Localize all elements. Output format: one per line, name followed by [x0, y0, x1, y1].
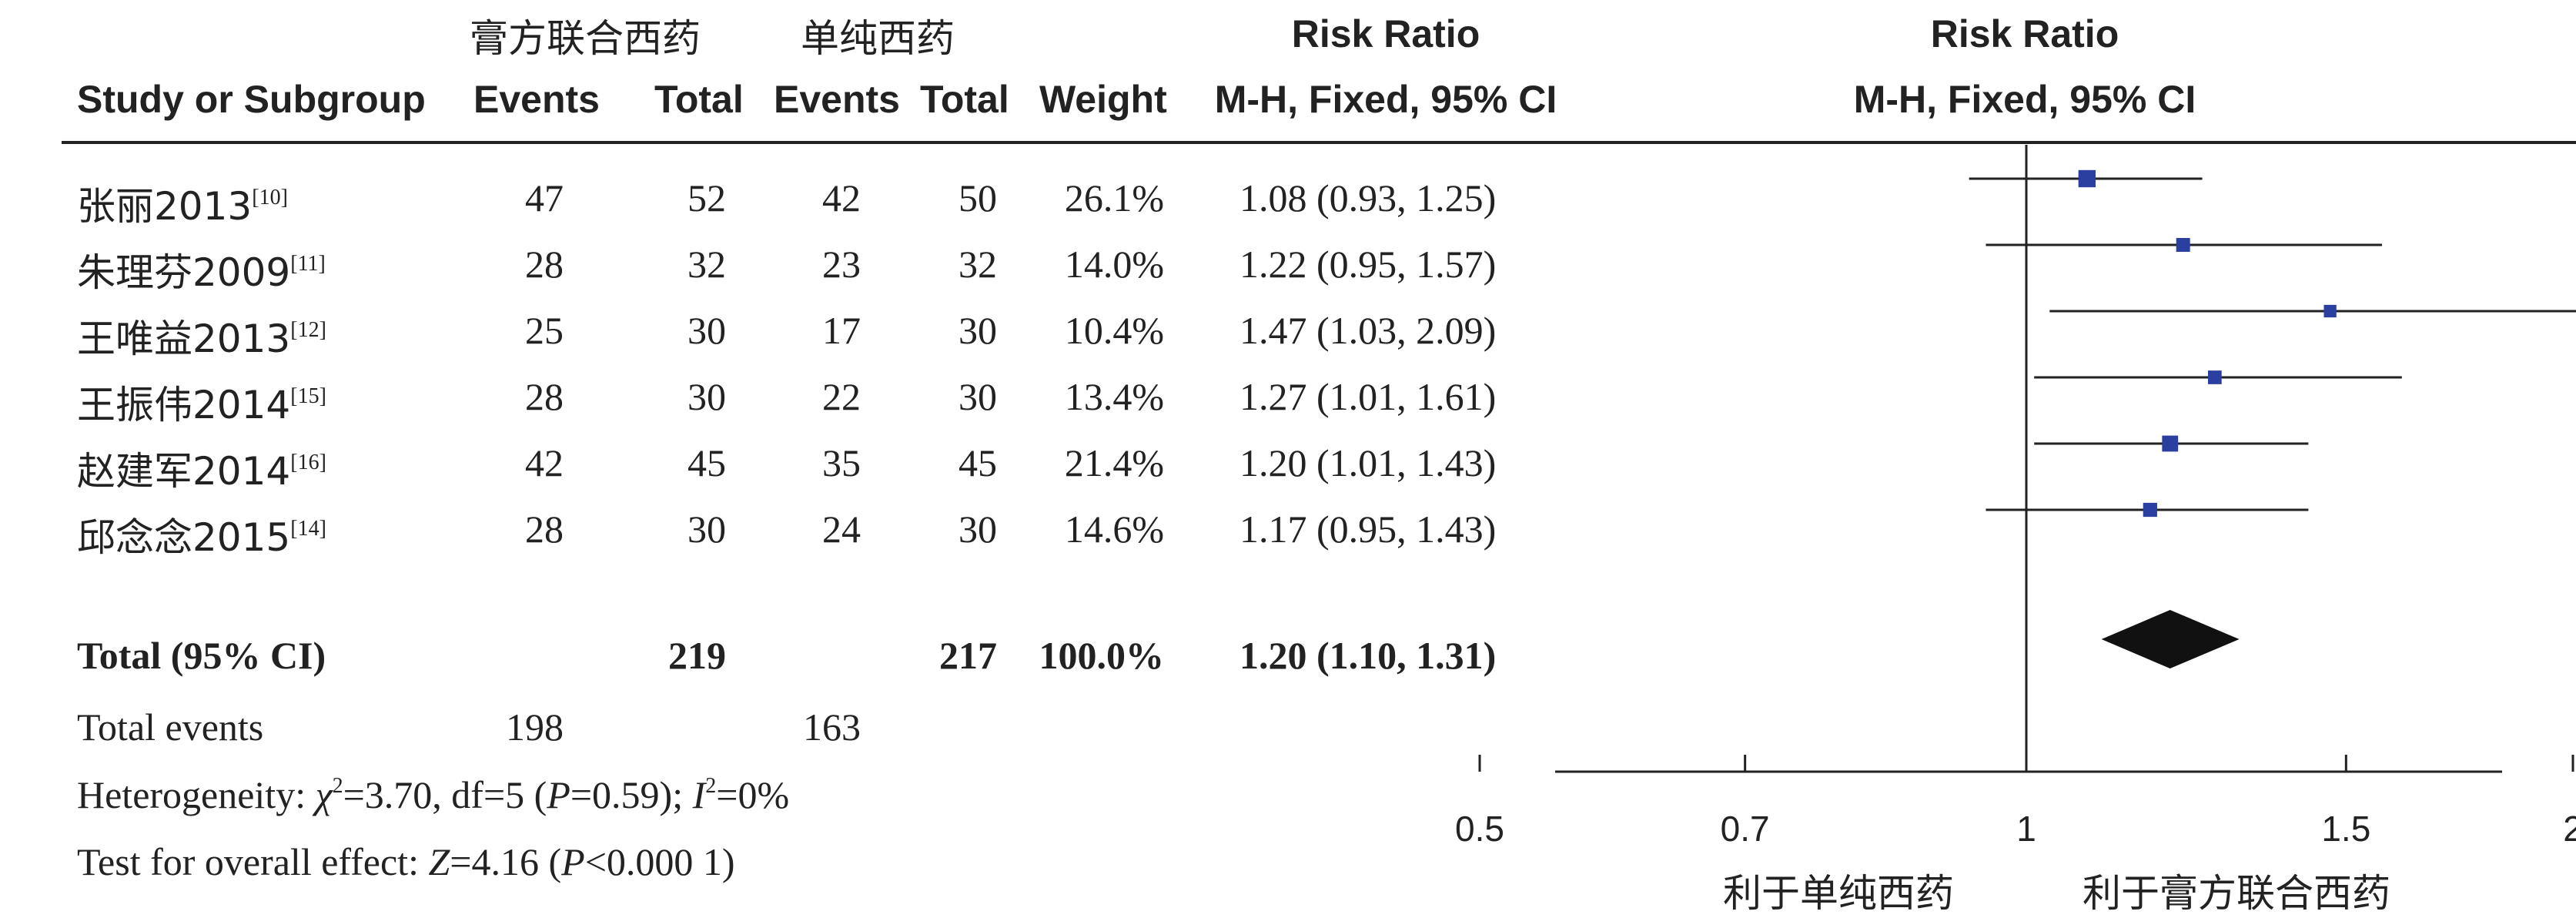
- col-header-total-ctl: Total: [920, 78, 1009, 121]
- total-weight: 100.0%: [1039, 634, 1165, 677]
- study-events-exp: 28: [525, 508, 564, 551]
- study-ci-text: 1.08 (0.93, 1.25): [1239, 176, 1497, 219]
- total-label: Total (95% CI): [77, 634, 326, 677]
- study-total-ctl: 32: [958, 243, 997, 286]
- rr-title-right: Risk Ratio: [1930, 12, 2119, 55]
- header-divider: [62, 141, 2576, 144]
- study-name: 朱理芬2009[11]: [77, 250, 326, 295]
- study-events-exp: 42: [525, 441, 564, 484]
- study-weight: 14.0%: [1064, 243, 1164, 286]
- study-name: 邱念念2015[14]: [77, 515, 326, 560]
- x-tick-label: 2: [2563, 809, 2576, 849]
- x-tick-label: 1.5: [2321, 809, 2370, 849]
- study-point-estimate: [2323, 304, 2337, 318]
- study-events-ctl: 17: [822, 309, 861, 352]
- study-ci-text: 1.20 (1.01, 1.43): [1239, 441, 1497, 484]
- study-total-exp: 32: [687, 243, 726, 286]
- study-total-exp: 30: [687, 508, 726, 551]
- study-weight: 21.4%: [1064, 441, 1164, 484]
- study-total-ctl: 50: [958, 176, 997, 219]
- study-name: 赵建军2014[16]: [77, 449, 326, 494]
- study-name: 张丽2013[10]: [77, 184, 288, 229]
- favours-left-label: 利于单纯西药: [1723, 871, 1954, 916]
- study-weight: 10.4%: [1064, 309, 1164, 352]
- x-tick-label: 0.7: [1721, 809, 1770, 849]
- study-point-estimate: [2078, 169, 2096, 188]
- study-total-ctl: 45: [958, 441, 997, 484]
- study-name: 王振伟2014[15]: [77, 383, 326, 427]
- study-ci-text: 1.22 (0.95, 1.57): [1239, 243, 1497, 286]
- study-events-ctl: 42: [822, 176, 861, 219]
- study-events-ctl: 35: [822, 441, 861, 484]
- study-total-exp: 52: [687, 176, 726, 219]
- study-total-ctl: 30: [958, 309, 997, 352]
- study-events-exp: 25: [525, 309, 564, 352]
- study-ci-text: 1.47 (1.03, 2.09): [1239, 309, 1497, 352]
- study-point-estimate: [2162, 435, 2179, 452]
- overall-effect-text: Test for overall effect: Z=4.16 (P<0.000…: [77, 840, 735, 883]
- favours-right-label: 利于膏方联合西药: [2083, 871, 2390, 916]
- pooled-diamond: [2101, 610, 2240, 668]
- total-events-exp: 198: [506, 705, 564, 749]
- study-total-ctl: 30: [958, 375, 997, 418]
- study-total-exp: 45: [687, 441, 726, 484]
- study-events-exp: 28: [525, 375, 564, 418]
- group-header-experimental: 膏方联合西药: [470, 16, 701, 61]
- study-point-estimate: [2207, 370, 2222, 384]
- rr-method-left: M-H, Fixed, 95% CI: [1214, 78, 1557, 121]
- col-header-events-exp: Events: [473, 78, 600, 121]
- col-header-weight: Weight: [1039, 78, 1167, 121]
- group-header-control: 单纯西药: [801, 16, 955, 61]
- rr-method-right: M-H, Fixed, 95% CI: [1853, 78, 2196, 121]
- rr-title-left: Risk Ratio: [1291, 12, 1480, 55]
- study-weight: 13.4%: [1064, 375, 1164, 418]
- total-events-label: Total events: [77, 705, 264, 749]
- study-total-exp: 30: [687, 375, 726, 418]
- total-total-exp: 219: [668, 634, 726, 677]
- study-ci-text: 1.27 (1.01, 1.61): [1239, 375, 1497, 418]
- x-tick-label: 1: [2016, 809, 2036, 849]
- study-events-exp: 47: [525, 176, 564, 219]
- study-events-exp: 28: [525, 243, 564, 286]
- study-ci-text: 1.17 (0.95, 1.43): [1239, 508, 1497, 551]
- study-point-estimate: [2143, 502, 2157, 518]
- study-point-estimate: [2176, 238, 2190, 252]
- study-total-ctl: 30: [958, 508, 997, 551]
- total-ci-text: 1.20 (1.10, 1.31): [1239, 634, 1497, 677]
- study-total-exp: 30: [687, 309, 726, 352]
- heterogeneity-text: Heterogeneity: χ2=3.70, df=5 (P=0.59); I…: [77, 773, 790, 816]
- study-events-ctl: 24: [822, 508, 861, 551]
- col-header-study: Study or Subgroup: [77, 78, 426, 121]
- total-events-ctl: 163: [803, 705, 861, 749]
- col-header-events-ctl: Events: [774, 78, 900, 121]
- study-events-ctl: 23: [822, 243, 861, 286]
- study-events-ctl: 22: [822, 375, 861, 418]
- total-total-ctl: 217: [939, 634, 997, 677]
- study-name: 王唯益2013[12]: [77, 317, 326, 361]
- study-weight: 26.1%: [1064, 176, 1164, 219]
- col-header-total-exp: Total: [654, 78, 744, 121]
- study-weight: 14.6%: [1064, 508, 1164, 551]
- x-tick-label: 0.5: [1455, 809, 1504, 849]
